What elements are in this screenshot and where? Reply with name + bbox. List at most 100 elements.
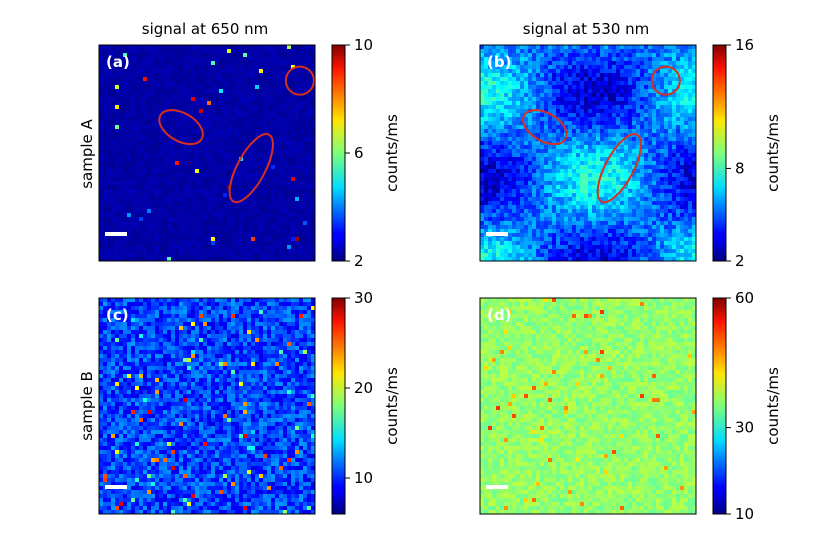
heatmap-cell xyxy=(219,157,224,162)
heatmap-cell xyxy=(524,85,529,90)
heatmap-cell xyxy=(556,93,561,98)
heatmap-cell xyxy=(307,177,312,182)
heatmap-cell xyxy=(660,193,665,198)
heatmap-cell xyxy=(155,185,160,190)
heatmap-cell xyxy=(115,213,120,218)
heatmap-cell xyxy=(608,65,613,70)
heatmap-cell xyxy=(624,89,629,94)
heatmap-cell xyxy=(592,69,597,74)
heatmap-cell xyxy=(191,153,196,158)
heatmap-cell xyxy=(295,77,300,82)
heatmap-cell xyxy=(576,137,581,142)
heatmap-cell xyxy=(275,125,280,130)
heatmap-cell xyxy=(227,201,232,206)
heatmap-cell xyxy=(147,169,152,174)
heatmap-cell xyxy=(596,105,601,110)
heatmap-cell xyxy=(279,165,284,170)
heatmap-cell xyxy=(648,61,653,66)
heatmap-cell xyxy=(191,113,196,118)
heatmap-cell xyxy=(556,169,561,174)
heatmap-cell xyxy=(648,177,653,182)
heatmap-cell xyxy=(139,69,144,74)
heatmap-cell xyxy=(255,53,260,58)
heatmap-cell xyxy=(544,181,549,186)
heatmap-cell xyxy=(275,173,280,178)
heatmap-cell xyxy=(151,129,156,134)
heatmap-cell xyxy=(664,89,669,94)
heatmap-cell xyxy=(636,169,641,174)
heatmap-cell xyxy=(199,73,204,78)
heatmap-cell xyxy=(115,121,120,126)
heatmap-cell xyxy=(239,209,244,214)
heatmap-cell xyxy=(215,193,220,198)
heatmap-cell xyxy=(239,101,244,106)
heatmap-cell xyxy=(267,237,272,242)
heatmap-cell xyxy=(255,153,260,158)
heatmap-cell xyxy=(504,153,509,158)
heatmap-cell xyxy=(207,217,212,222)
heatmap-cell xyxy=(191,77,196,82)
heatmap-cell xyxy=(131,45,136,50)
heatmap-cell xyxy=(628,145,633,150)
heatmap-cell xyxy=(115,69,120,74)
heatmap-cell xyxy=(99,161,104,166)
heatmap-cell xyxy=(628,61,633,66)
heatmap-cell xyxy=(215,141,220,146)
heatmap-cell xyxy=(231,221,236,226)
heatmap-cell xyxy=(203,125,208,130)
heatmap-cell xyxy=(620,117,625,122)
heatmap-cell xyxy=(307,109,312,114)
heatmap-cell xyxy=(307,157,312,162)
heatmap-cell xyxy=(103,161,108,166)
heatmap-cell xyxy=(548,149,553,154)
heatmap-cell xyxy=(504,197,509,202)
heatmap-cell xyxy=(311,69,316,74)
heatmap-cell xyxy=(211,181,216,186)
heatmap-cell xyxy=(219,209,224,214)
heatmap-cell xyxy=(648,125,653,130)
heatmap-cell xyxy=(307,121,312,126)
heatmap-cell xyxy=(596,77,601,82)
heatmap-cell xyxy=(532,149,537,154)
heatmap-cell xyxy=(135,81,140,86)
heatmap-cell xyxy=(488,45,493,50)
heatmap-cell xyxy=(239,117,244,122)
heatmap-cell xyxy=(223,149,228,154)
heatmap-cell xyxy=(119,197,124,202)
heatmap-cell xyxy=(536,125,541,130)
heatmap-cell xyxy=(139,189,144,194)
heatmap-cell xyxy=(263,233,268,238)
heatmap-cell xyxy=(640,145,645,150)
heatmap-cell xyxy=(672,101,677,106)
heatmap-cell xyxy=(640,161,645,166)
heatmap-cell xyxy=(155,113,160,118)
heatmap-cell xyxy=(624,53,629,58)
heatmap-cell xyxy=(504,121,509,126)
heatmap-cell xyxy=(564,149,569,154)
heatmap-cell xyxy=(684,57,689,62)
heatmap-cell xyxy=(131,121,136,126)
heatmap-cell xyxy=(492,125,497,130)
heatmap-cell xyxy=(183,85,188,90)
heatmap-cell xyxy=(520,105,525,110)
heatmap-cell xyxy=(576,105,581,110)
heatmap-cell xyxy=(504,189,509,194)
heatmap-cell xyxy=(307,65,312,70)
heatmap-cell xyxy=(295,129,300,134)
heatmap-cell xyxy=(500,125,505,130)
heatmap-cell xyxy=(552,185,557,190)
heatmap-cell xyxy=(612,169,617,174)
heatmap-cell xyxy=(271,73,276,78)
heatmap-cell xyxy=(147,113,152,118)
heatmap-cell xyxy=(131,253,136,258)
heatmap-cell xyxy=(612,109,617,114)
heatmap-cell xyxy=(303,61,308,66)
heatmap-cell xyxy=(564,125,569,130)
heatmap-cell xyxy=(676,153,681,158)
heatmap-cell xyxy=(307,57,312,62)
heatmap-cell xyxy=(568,153,573,158)
heatmap-cell xyxy=(131,97,136,102)
heatmap-cell xyxy=(672,105,677,110)
heatmap-cell xyxy=(127,185,132,190)
heatmap-cell xyxy=(672,129,677,134)
